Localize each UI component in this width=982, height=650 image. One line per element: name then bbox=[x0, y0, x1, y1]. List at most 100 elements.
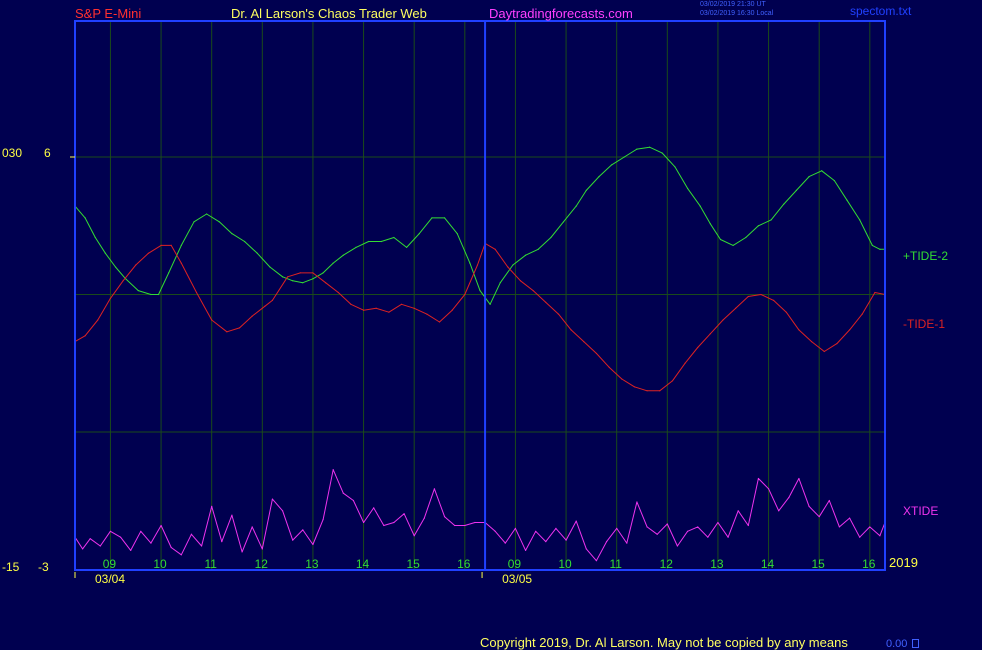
data-point bbox=[676, 545, 679, 547]
date-tick-label: 03/05 bbox=[502, 572, 532, 586]
data-point bbox=[405, 246, 408, 248]
data-point bbox=[719, 238, 722, 241]
hour-tick-label: 12 bbox=[660, 557, 674, 571]
data-point bbox=[727, 536, 729, 538]
data-point bbox=[332, 262, 334, 264]
data-point bbox=[871, 244, 873, 246]
data-point bbox=[122, 280, 124, 282]
data-point bbox=[443, 217, 446, 219]
data-point bbox=[200, 545, 203, 547]
data-point bbox=[312, 543, 314, 546]
data-point bbox=[519, 280, 522, 282]
data-point bbox=[433, 488, 436, 490]
data-point bbox=[231, 514, 233, 516]
corner-box-icon bbox=[912, 639, 920, 648]
data-point bbox=[350, 303, 352, 305]
data-point bbox=[140, 530, 142, 532]
data-point bbox=[507, 266, 509, 268]
data-point bbox=[514, 527, 517, 530]
data-point bbox=[380, 240, 382, 243]
data-point bbox=[626, 542, 628, 544]
data-point bbox=[661, 152, 663, 154]
data-point bbox=[846, 199, 848, 201]
data-point bbox=[211, 505, 213, 507]
data-point bbox=[180, 554, 182, 556]
data-point bbox=[221, 541, 223, 543]
hour-tick-label: 14 bbox=[356, 557, 370, 571]
data-point bbox=[555, 527, 557, 530]
data-point bbox=[879, 535, 881, 537]
data-point bbox=[474, 521, 476, 524]
data-point bbox=[821, 170, 823, 172]
data-point bbox=[773, 299, 775, 301]
data-point bbox=[575, 520, 577, 522]
data-point bbox=[342, 492, 344, 494]
data-point bbox=[150, 293, 152, 296]
data-point bbox=[808, 176, 810, 178]
data-point bbox=[170, 244, 172, 246]
data-point bbox=[732, 244, 734, 246]
data-point bbox=[464, 524, 466, 527]
data-point bbox=[342, 254, 344, 256]
data-point bbox=[231, 233, 233, 235]
data-point bbox=[623, 156, 625, 158]
data-point bbox=[170, 546, 172, 549]
data-point bbox=[848, 329, 851, 331]
data-point bbox=[81, 548, 84, 550]
data-point bbox=[114, 266, 117, 268]
data-point bbox=[89, 538, 91, 540]
data-point bbox=[537, 248, 539, 250]
left-axis-label: 030 bbox=[2, 146, 22, 160]
site-url: Daytradingforecasts.com bbox=[489, 6, 633, 21]
data-point bbox=[238, 327, 241, 329]
data-point bbox=[264, 305, 266, 307]
data-point bbox=[160, 244, 162, 246]
data-point bbox=[633, 386, 636, 388]
hour-tick-label: 09 bbox=[103, 557, 117, 571]
hour-tick-label: 10 bbox=[558, 557, 572, 571]
data-point bbox=[611, 164, 613, 166]
data-point bbox=[494, 530, 496, 532]
data-point bbox=[337, 291, 339, 294]
data-point bbox=[648, 146, 651, 148]
data-point bbox=[362, 309, 365, 311]
data-point bbox=[869, 526, 871, 528]
instrument-title: S&P E-Mini bbox=[75, 6, 142, 21]
data-point bbox=[859, 536, 861, 538]
data-point bbox=[438, 321, 441, 323]
data-point bbox=[193, 221, 195, 223]
data-point bbox=[636, 501, 638, 503]
data-point bbox=[848, 517, 851, 519]
data-point bbox=[251, 315, 253, 317]
data-point bbox=[686, 187, 689, 190]
data-point bbox=[302, 529, 304, 531]
data-point bbox=[879, 248, 881, 250]
data-point bbox=[767, 488, 770, 490]
data-point bbox=[545, 541, 547, 543]
data-point bbox=[104, 252, 106, 254]
data-point bbox=[400, 303, 403, 305]
data-point bbox=[195, 291, 198, 294]
data-point bbox=[451, 309, 453, 311]
data-point bbox=[261, 548, 263, 550]
data-point bbox=[150, 542, 152, 544]
data-point bbox=[443, 516, 446, 518]
data-point bbox=[861, 313, 863, 315]
data-point bbox=[545, 301, 547, 303]
data-point bbox=[251, 526, 253, 528]
data-point bbox=[109, 297, 112, 300]
chart-labels: +TIDE-2 -TIDE-1 XTIDE 09 10 11 12 13 14 15 16 09 10 1… bbox=[2, 146, 948, 586]
series-label: +TIDE-2 bbox=[903, 249, 948, 263]
left-axis-label: -3 bbox=[38, 560, 49, 574]
data-point bbox=[292, 280, 294, 282]
data-point bbox=[271, 498, 274, 500]
data-point bbox=[292, 539, 294, 541]
data-point bbox=[388, 311, 390, 313]
data-point bbox=[456, 233, 458, 235]
data-point bbox=[287, 276, 289, 278]
data-point bbox=[616, 527, 618, 530]
data-point bbox=[859, 219, 861, 221]
data-point bbox=[737, 510, 739, 512]
data-point bbox=[836, 343, 838, 345]
